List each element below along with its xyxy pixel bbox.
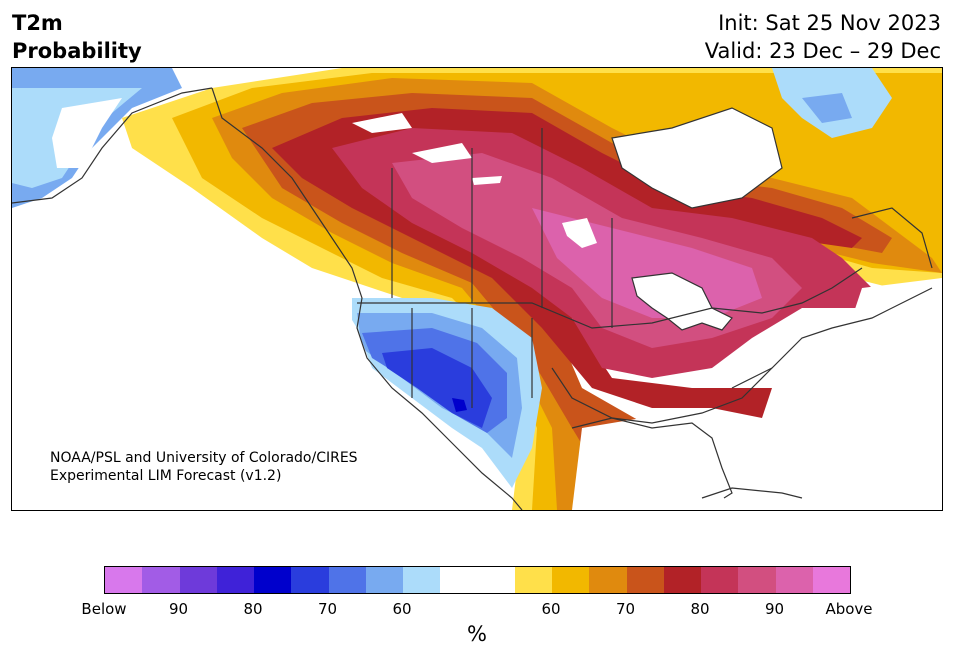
atlantic-ocean [732, 338, 942, 510]
colorbar-cell [701, 567, 739, 593]
colorbar-tick-label: Above [825, 600, 873, 618]
colorbar-cell [291, 567, 329, 593]
colorbar-tick-label: 60 [392, 600, 412, 618]
credit-line-1: NOAA/PSL and University of Colorado/CIRE… [50, 450, 358, 466]
title-line-2: Probability [12, 39, 142, 63]
colorbar-tick-label: 80 [690, 600, 710, 618]
hudson-bay [612, 108, 782, 208]
colorbar-cell [552, 567, 590, 593]
colorbar-cell [812, 567, 850, 593]
colorbar-cell [142, 567, 180, 593]
colorbar-cell [775, 567, 813, 593]
colorbar-cell [216, 567, 254, 593]
colorbar-tick-label: Below [81, 600, 127, 618]
credit-line-2: Experimental LIM Forecast (v1.2) [50, 468, 282, 484]
colorbar-tick-label: 80 [243, 600, 263, 618]
probability-map: NOAA/PSL and University of Colorado/CIRE… [11, 67, 943, 511]
colorbar [104, 566, 851, 594]
colorbar-cell [403, 567, 441, 593]
colorbar-tick-label: 70 [615, 600, 636, 618]
map-svg [12, 68, 942, 510]
colorbar-cell [328, 567, 366, 593]
pacific-ocean [12, 208, 482, 510]
gulf-of-mexico [572, 418, 732, 510]
plot-title: T2m Probability [12, 9, 142, 65]
colorbar-tick-label: 90 [764, 600, 785, 618]
colorbar-cell [440, 567, 478, 593]
colorbar-tick-label: 90 [168, 600, 189, 618]
great-lakes [632, 273, 732, 330]
colorbar-cell [738, 567, 776, 593]
colorbar-cell [589, 567, 627, 593]
colorbar-unit: % [467, 622, 487, 646]
colorbar-cell [365, 567, 403, 593]
colorbar-tick-label: 60 [541, 600, 561, 618]
title-line-1: T2m [12, 11, 63, 35]
colorbar-tick-label: 70 [317, 600, 338, 618]
borders [12, 87, 933, 510]
colorbar-cell [626, 567, 664, 593]
colorbar-cell [105, 567, 143, 593]
forecast-dates: Init: Sat 25 Nov 2023 Valid: 23 Dec – 29… [705, 9, 941, 65]
init-date: Init: Sat 25 Nov 2023 [718, 11, 941, 35]
colorbar-cell [514, 567, 552, 593]
valid-range: Valid: 23 Dec – 29 Dec [704, 39, 941, 63]
colorbar-cell [179, 567, 217, 593]
colorbar-cell [477, 567, 515, 593]
colorbar-cell [254, 567, 292, 593]
colorbar-cell [663, 567, 701, 593]
